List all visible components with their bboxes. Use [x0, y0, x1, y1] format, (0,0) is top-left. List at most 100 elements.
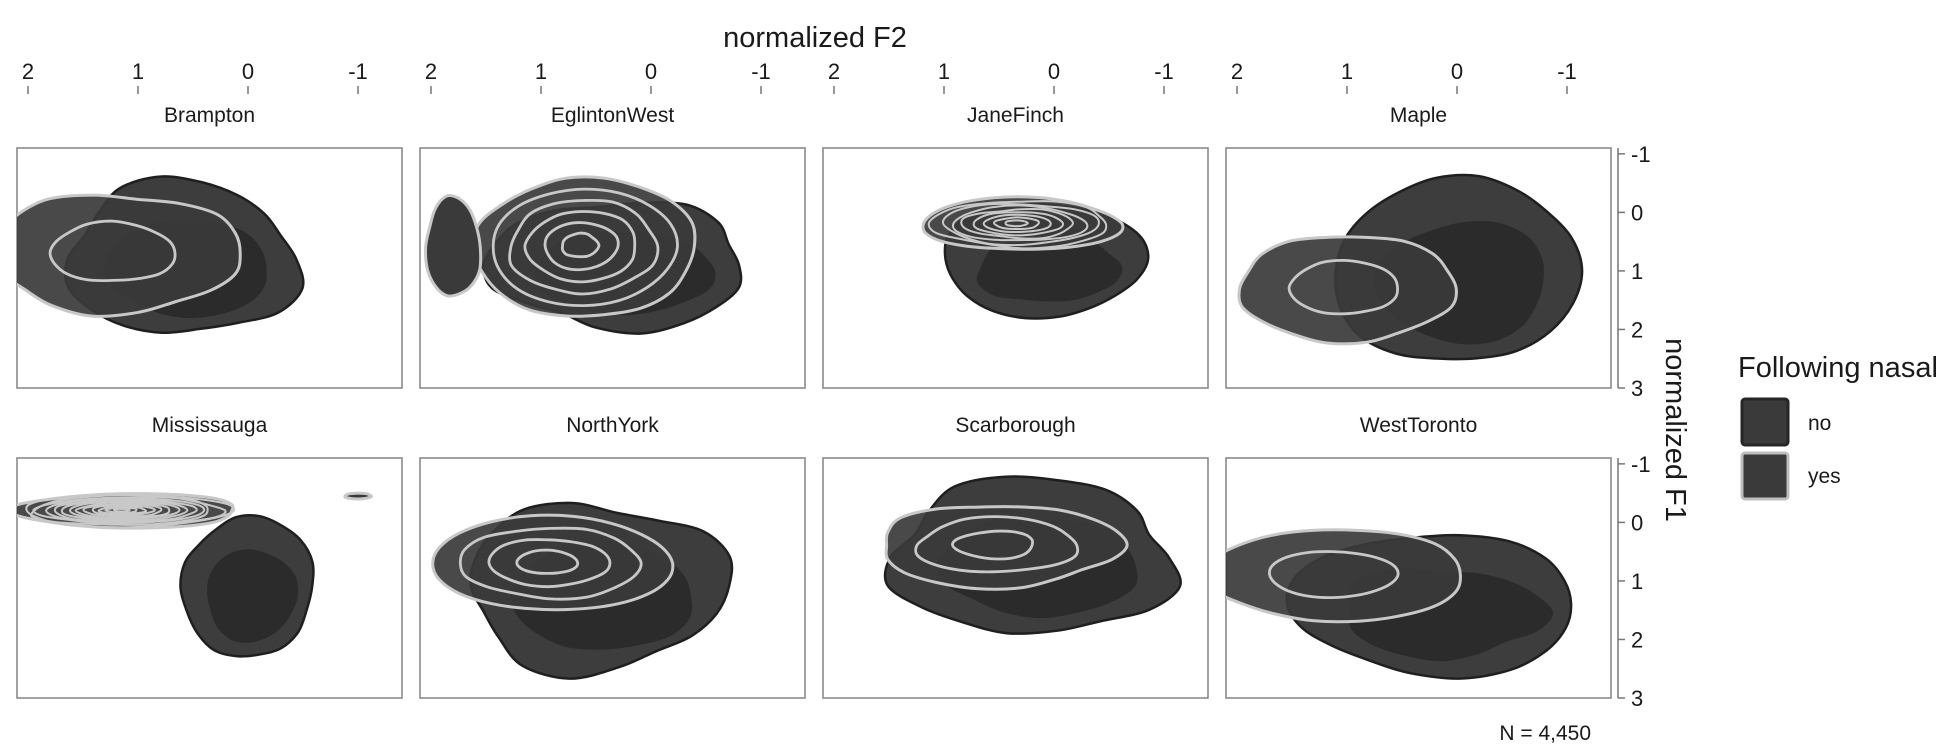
y-tick-label: 2 — [1631, 627, 1643, 652]
panel-title: Mississauga — [152, 414, 268, 437]
x-tick-label: 0 — [645, 59, 657, 84]
x-tick-label: 0 — [1048, 59, 1060, 84]
density-yes-contour — [1004, 219, 1029, 228]
panel-mississauga: Mississauga — [16, 414, 403, 699]
density-yes-island — [343, 491, 373, 501]
legend-label-yes: yes — [1808, 465, 1841, 488]
y-tick-label: 0 — [1631, 200, 1643, 225]
panel-title: WestToronto — [1360, 414, 1478, 437]
legend-label-no: no — [1808, 412, 1831, 435]
density-yes-contour — [487, 538, 612, 589]
density-yes-contour — [914, 515, 1080, 574]
density-yes-outer — [17, 193, 242, 318]
x-axis-title: normalized F2 — [723, 22, 907, 54]
legend: Following nasal no yes — [1738, 352, 1938, 501]
density-yes-contour — [960, 207, 1074, 240]
panel-title: EglintonWest — [551, 104, 675, 127]
legend-title: Following nasal — [1738, 352, 1938, 384]
density-yes-contour — [508, 198, 660, 296]
y-tick-label: 0 — [1631, 510, 1643, 535]
density-yes-contour — [543, 221, 620, 272]
x-tick-label: -1 — [348, 59, 368, 84]
x-tick-label: 2 — [1231, 59, 1243, 84]
panel-title: Maple — [1390, 104, 1447, 127]
density-yes-contour — [32, 495, 209, 526]
density-yes-contour — [993, 216, 1040, 231]
x-tick-label: 0 — [242, 59, 254, 84]
density-yes-contour — [952, 204, 1089, 242]
density-layer — [883, 475, 1182, 635]
density-layer — [431, 501, 734, 680]
panel-northyork: NorthYork — [419, 414, 806, 699]
panel-scarborough: Scarborough — [822, 414, 1209, 699]
panel-title: Scarborough — [955, 414, 1075, 437]
x-tick-label: 1 — [535, 59, 547, 84]
y-tick-label: 1 — [1631, 259, 1643, 284]
density-yes-contour — [1268, 550, 1400, 600]
y-tick-label: -1 — [1631, 452, 1651, 477]
density-yes-contour — [82, 502, 163, 518]
panel-title: NorthYork — [566, 414, 659, 437]
density-yes-contour — [68, 500, 181, 521]
x-tick-label: 2 — [22, 59, 34, 84]
x-tick-label: 0 — [1451, 59, 1463, 84]
y-tick-label: 3 — [1631, 686, 1643, 711]
density-yes-island — [424, 194, 483, 298]
density-no-inner — [207, 549, 299, 643]
density-yes-contour — [74, 501, 171, 519]
density-layer — [17, 491, 373, 658]
density-yes-outer — [1237, 235, 1458, 346]
x-tick-label: -1 — [751, 59, 771, 84]
density-yes-contour — [560, 231, 601, 259]
density-layer — [921, 195, 1150, 320]
x-axis-ticks: 2 1 0 -1 2 1 0 -1 2 1 0 -1 2 1 0 -1 — [22, 59, 1577, 94]
panel-brampton: Brampton — [16, 104, 403, 389]
density-yes-contour — [104, 506, 138, 514]
legend-key-no — [1740, 397, 1790, 447]
panel-eglintonwest: EglintonWest — [419, 104, 806, 389]
density-yes-contour — [515, 548, 580, 575]
density-yes-contour — [60, 499, 189, 522]
y-tick-label: 1 — [1631, 569, 1643, 594]
density-yes-contour — [942, 202, 1100, 247]
density-layer — [424, 175, 743, 335]
panel-westtoronto: WestToronto — [1225, 414, 1612, 699]
y-tick-label: -1 — [1631, 142, 1651, 167]
x-tick-label: 1 — [132, 59, 144, 84]
density-yes-contour — [112, 507, 131, 513]
density-yes-contour — [458, 526, 643, 601]
x-tick-label: 2 — [828, 59, 840, 84]
density-yes-contour — [45, 496, 206, 525]
density-layer — [1226, 528, 1573, 680]
x-tick-label: 1 — [938, 59, 950, 84]
legend-key-yes — [1740, 451, 1790, 501]
density-yes-contour — [491, 187, 679, 308]
density-yes-contour — [1287, 258, 1399, 316]
density-yes-contour — [927, 200, 1108, 250]
panel-janefinch: JaneFinch — [822, 104, 1209, 389]
density-yes-contour — [91, 504, 156, 517]
density-yes-contour — [97, 505, 148, 516]
density-layer — [17, 175, 305, 334]
density-yes-outer — [1226, 528, 1462, 624]
x-tick-label: 1 — [1341, 59, 1353, 84]
panel-title: Brampton — [164, 104, 255, 127]
density-yes-contour — [523, 210, 637, 284]
panel-title: JaneFinch — [967, 104, 1064, 127]
y-tick-label: 3 — [1631, 376, 1643, 401]
density-layer — [1237, 173, 1584, 361]
panels-layer: Brampton EglintonWest JaneFinch Maple Missis… — [16, 104, 1612, 699]
panel-maple: Maple — [1225, 104, 1612, 389]
density-yes-contour — [951, 529, 1035, 561]
x-tick-label: -1 — [1154, 59, 1174, 84]
y-axis-title: normalized F1 — [1659, 338, 1691, 522]
y-axis-ticks: -1 0 1 2 3 -1 0 1 2 3 — [1617, 142, 1651, 711]
y-tick-label: 2 — [1631, 317, 1643, 342]
x-tick-label: -1 — [1557, 59, 1577, 84]
density-yes-contour — [48, 219, 177, 283]
density-yes-contour — [972, 211, 1065, 237]
density-yes-contour — [982, 213, 1052, 234]
x-tick-label: 2 — [425, 59, 437, 84]
sample-size-note: N = 4,450 — [1499, 722, 1591, 745]
